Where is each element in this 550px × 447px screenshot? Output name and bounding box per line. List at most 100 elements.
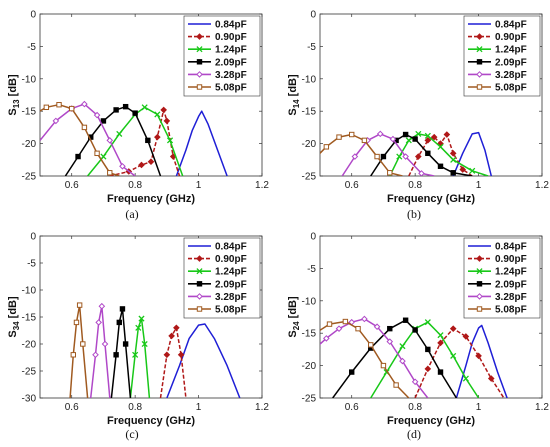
legend-marker — [196, 306, 203, 312]
x-tick-label: 1 — [476, 180, 482, 191]
y-tick-label: 0 — [30, 10, 36, 21]
data-point-marker — [116, 319, 122, 326]
x-tick-label: 0.8 — [408, 180, 422, 191]
legend-label: 0.90pF — [495, 254, 527, 265]
data-point-marker — [462, 333, 470, 340]
legend-label: 0.90pF — [495, 32, 527, 43]
series-line-5.08pF — [69, 304, 89, 398]
series-group — [320, 130, 493, 176]
data-point-marker — [145, 137, 151, 144]
y-axis-label-main: S — [287, 108, 299, 115]
data-point-marker — [487, 375, 495, 382]
data-point-marker — [119, 162, 126, 170]
series-line-0.84pF — [175, 110, 228, 176]
x-tick-label: 1 — [196, 402, 202, 413]
data-point-marker — [430, 133, 438, 141]
legend-marker — [476, 293, 483, 300]
series-line-0.84pF — [452, 131, 493, 176]
legend-label: 5.08pF — [495, 305, 527, 316]
data-point-marker — [81, 124, 88, 131]
data-point-marker — [69, 105, 75, 112]
legend-marker — [196, 84, 203, 90]
y-axis-label-unit: [dB] — [7, 74, 19, 99]
data-point-marker — [415, 153, 422, 160]
legend-marker — [196, 293, 203, 300]
y-tick-label: -15 — [22, 313, 37, 324]
y-axis-label: S34 [dB] — [7, 296, 21, 338]
series-line-3.28pF — [89, 305, 111, 398]
y-tick-label: -20 — [302, 361, 317, 372]
data-point-marker — [335, 325, 343, 332]
data-point-marker — [113, 107, 119, 113]
legend-marker — [476, 71, 483, 78]
data-point-marker — [450, 352, 457, 359]
legend-label: 5.08pF — [495, 83, 527, 94]
data-point-marker — [437, 163, 444, 169]
panel-sublabel: (c) — [125, 427, 138, 441]
legend-label: 1.24pF — [215, 45, 247, 56]
y-axis-label-sub: 14 — [292, 99, 301, 108]
x-tick-label: 1.2 — [535, 180, 549, 191]
y-axis-label-sub: 34 — [12, 321, 21, 330]
data-point-marker — [323, 144, 330, 150]
data-point-marker — [76, 302, 83, 308]
data-point-marker — [449, 150, 457, 157]
data-point-marker — [361, 137, 368, 144]
data-point-marker — [402, 131, 409, 138]
data-point-marker — [122, 341, 129, 347]
data-point-marker — [166, 137, 174, 144]
data-point-marker — [437, 332, 444, 339]
y-tick-label: -5 — [27, 42, 36, 53]
y-tick-label: -25 — [22, 367, 37, 378]
data-point-marker — [154, 133, 161, 141]
y-tick-label: -10 — [302, 296, 317, 307]
y-tick-label: -20 — [22, 340, 37, 351]
legend-marker — [196, 33, 203, 40]
data-point-marker — [462, 375, 469, 382]
data-point-marker — [323, 335, 330, 342]
series-group — [69, 302, 241, 398]
data-point-marker — [415, 130, 422, 137]
data-point-marker — [141, 104, 148, 111]
x-tick-label: 1 — [476, 402, 482, 413]
data-point-marker — [75, 153, 81, 160]
series-line-1.24pF — [129, 317, 151, 398]
data-point-marker — [52, 117, 60, 125]
data-point-marker — [73, 319, 80, 326]
y-axis-label: S13 [dB] — [7, 74, 21, 116]
y-tick-label: 0 — [310, 10, 316, 21]
data-point-marker — [373, 323, 381, 331]
legend-label: 5.08pF — [215, 83, 247, 94]
y-tick-label: -15 — [302, 329, 317, 340]
data-point-marker — [399, 357, 406, 365]
data-point-marker — [368, 342, 374, 348]
y-axis-label-main: S — [7, 108, 19, 115]
data-point-marker — [94, 150, 100, 157]
data-point-marker — [163, 117, 171, 125]
legend-marker — [196, 59, 203, 65]
data-point-marker — [81, 100, 88, 108]
y-tick-label: -15 — [302, 107, 317, 118]
data-point-marker — [393, 382, 399, 388]
y-axis-label-sub: 13 — [12, 99, 21, 108]
legend-label: 3.28pF — [495, 70, 527, 81]
series-group — [40, 100, 228, 176]
y-tick-label: -10 — [302, 74, 317, 85]
data-point-marker — [326, 321, 333, 327]
data-point-marker — [405, 137, 412, 144]
series-line-3.28pF — [341, 133, 435, 176]
data-point-marker — [138, 315, 145, 322]
legend-label: 0.84pF — [495, 242, 527, 253]
legend-label: 0.84pF — [215, 20, 247, 31]
series-line-2.09pF — [110, 308, 132, 398]
x-axis-label: Frequency (GHz) — [387, 193, 475, 205]
legend-marker — [196, 281, 203, 287]
data-point-marker — [92, 351, 99, 359]
y-tick-label: -25 — [22, 172, 37, 183]
data-point-marker — [70, 352, 76, 358]
legend-label: 3.28pF — [495, 292, 527, 303]
data-point-marker — [106, 137, 114, 144]
y-axis-label-sub: 24 — [292, 321, 301, 330]
legend-box — [183, 15, 261, 97]
